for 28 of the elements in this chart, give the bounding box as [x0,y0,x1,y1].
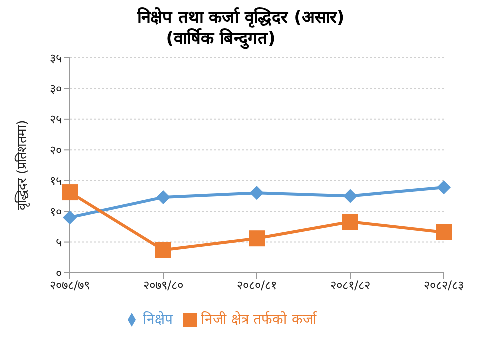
legend-label: निजी क्षेत्र तर्फको कर्जा [200,312,318,328]
chart-title: निक्षेप तथा कर्जा वृद्धिदर (असार) [136,8,346,28]
y-tick-label: २० [50,143,62,158]
x-tick-label: २०८१/८२ [330,278,371,293]
point [342,214,358,230]
x-tick-label: २०७९/८० [143,278,184,293]
point [62,184,78,201]
point [436,224,452,240]
y-tick-label: १० [50,204,62,219]
x-tick-label: २०८०/८१ [236,278,278,293]
x-tick-label: २०७८/७९ [50,278,90,293]
y-tick-label: १५ [50,174,62,188]
point [344,189,358,204]
point [437,180,451,195]
y-tick-label: २५ [50,112,62,127]
y-tick-label: ० [56,266,62,280]
x-tick-label: २०८२/८३ [424,278,464,293]
legend-label: निक्षेप [142,312,173,328]
point [250,186,264,200]
y-axis-title: वृद्धिदर (प्रतिशतमा) [14,120,31,211]
point [156,242,172,258]
y-tick-label: ३५ [50,51,62,66]
point [63,210,77,225]
point [156,190,170,204]
chart-subtitle: (वार्षिक बिन्दुगत) [165,29,277,50]
y-tick-label: ५ [56,236,62,250]
point [249,230,265,247]
y-tick-label: ३० [50,82,62,96]
